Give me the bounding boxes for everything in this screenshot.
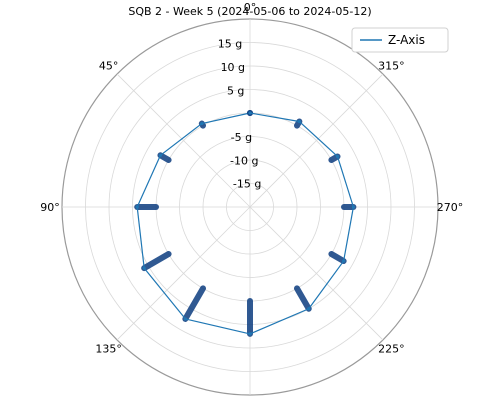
series-layer [134, 110, 357, 337]
series-segment [160, 123, 203, 156]
angle-grid-line [116, 206, 251, 341]
radial-tick-label: 10 g [221, 61, 245, 74]
series-segment [336, 156, 354, 208]
radial-tick-label: 15 g [218, 38, 242, 51]
tick-labels: 0°45°90°135°180°225°270°315°-15 g-10 g-5… [40, 1, 464, 355]
angle-grid-line [249, 206, 384, 341]
series-spike [182, 285, 206, 322]
series-segment [343, 206, 354, 262]
series-segment [298, 121, 338, 157]
radial-tick-label: 5 g [227, 84, 244, 97]
series-segment [249, 308, 309, 335]
radial-tick-label: -10 g [230, 154, 258, 167]
angle-tick-label: 270° [437, 201, 464, 214]
series-point [135, 205, 139, 209]
series-segment [249, 112, 300, 123]
radial-tick-label: -5 g [231, 131, 252, 144]
legend-label: Z-Axis [388, 33, 425, 47]
radial-tick-label: -15 g [233, 178, 261, 191]
series-spike [294, 285, 312, 312]
legend: Z-Axis [351, 27, 449, 53]
polar-grid [61, 18, 439, 396]
series-segment [308, 260, 345, 310]
angle-tick-label: 225° [378, 342, 405, 355]
angle-grid-line [249, 73, 384, 208]
angle-tick-label: 315° [378, 60, 405, 73]
series-segment [136, 206, 145, 269]
legend-box [351, 27, 449, 53]
angle-grid-line [116, 73, 251, 208]
series-segment [185, 318, 251, 335]
series-point [248, 111, 252, 115]
series-segment [143, 267, 186, 320]
angle-tick-label: 90° [40, 201, 60, 214]
chart-title: SQB 2 - Week 5 (2024-05-06 to 2024-05-12… [128, 5, 371, 18]
angle-tick-label: 135° [95, 342, 122, 355]
series-spike [141, 251, 172, 272]
series-spike [328, 251, 347, 265]
angle-tick-label: 45° [99, 60, 119, 73]
series-segment [201, 112, 251, 125]
angle-tick-label: 0° [244, 1, 257, 14]
series-segment [136, 155, 162, 208]
